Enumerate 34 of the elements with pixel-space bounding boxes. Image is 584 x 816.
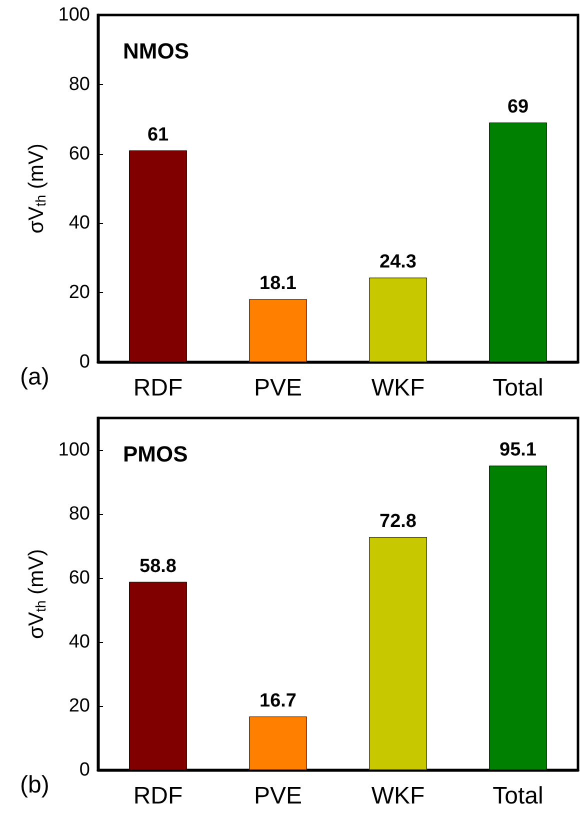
y-tick-label: 60 <box>68 143 90 164</box>
text: NMOS <box>123 38 189 64</box>
x-tick-label: WKF <box>371 782 425 810</box>
y-tick-label: 80 <box>68 504 90 524</box>
y-tick-label: 60 <box>68 568 90 588</box>
data-label: 16.7 <box>260 690 296 712</box>
y-axis-title: σVth (mV) <box>24 549 48 639</box>
data-label: 24.3 <box>380 252 416 273</box>
y-tick-label: 20 <box>68 282 90 304</box>
y-tick-label: 100 <box>58 4 90 26</box>
y-tick-label: 0 <box>79 352 90 372</box>
x-tick-label: Total <box>492 374 544 402</box>
y-tick-label: 0 <box>79 760 90 780</box>
data-label: 61 <box>147 124 169 146</box>
data-label: 72.8 <box>380 511 416 532</box>
y-tick-label: 40 <box>68 632 90 652</box>
y-tick-label: 20 <box>68 696 90 716</box>
data-label: 18.1 <box>260 273 297 294</box>
x-tick-label: WKF <box>371 374 425 402</box>
text: (a) <box>20 364 50 390</box>
data-label: 95.1 <box>500 440 537 461</box>
data-label: 69 <box>507 96 529 118</box>
y-tick-label: 80 <box>68 74 90 95</box>
x-tick-label: RDF <box>133 374 183 402</box>
x-tick-label: PVE <box>254 782 302 810</box>
y-tick-label: 40 <box>68 212 90 234</box>
x-tick-label: RDF <box>133 782 183 810</box>
data-label: 58.8 <box>140 556 176 577</box>
x-tick-label: Total <box>492 782 544 810</box>
text: (b) <box>20 772 50 798</box>
x-tick-label: PVE <box>254 374 302 402</box>
y-axis-title: σVth (mV) <box>24 144 48 234</box>
text: PMOS <box>123 442 188 466</box>
y-tick-label: 100 <box>58 440 90 460</box>
